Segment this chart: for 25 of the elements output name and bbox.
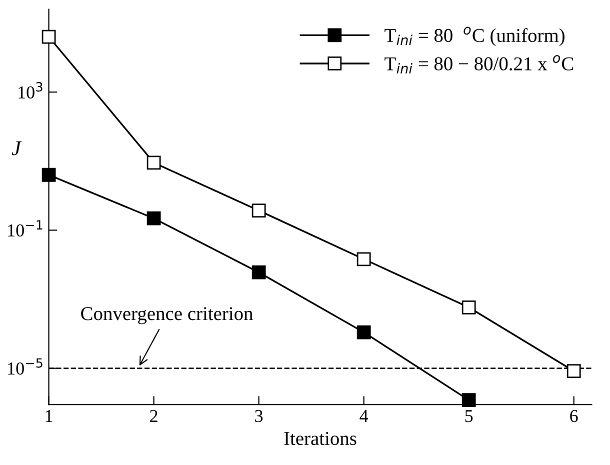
x-tick-label: 5 — [465, 410, 473, 422]
x-tick-label: 3 — [255, 410, 263, 422]
x-tick-label: 4 — [360, 410, 368, 422]
y-tick-label: 10$^{−5}$ — [8, 358, 42, 375]
point — [252, 265, 266, 280]
point — [356, 252, 371, 266]
x-tick-label: 1 — [46, 410, 52, 422]
legend-label: T$_{ini}$ = 80 − 80/0.21 x $^{o}$C — [384, 55, 574, 74]
point — [252, 204, 266, 218]
point — [566, 364, 581, 378]
point — [462, 393, 476, 408]
y-tick-label: 10$^{3}$ — [18, 82, 42, 99]
annotation: Convergence criterion — [81, 307, 253, 324]
point — [42, 30, 56, 44]
legend-label: T$_{ini}$ = 80 $^{o}$C (uniform) — [384, 26, 564, 46]
point — [356, 325, 371, 340]
y-tick-label: 10$^{−1}$ — [8, 220, 42, 237]
point — [462, 300, 476, 314]
point — [146, 156, 161, 170]
x-axis-title: Iterations — [284, 432, 356, 446]
x-tick-label: 6 — [570, 410, 578, 422]
y-axis-title: J — [12, 141, 22, 156]
point — [42, 168, 56, 182]
point — [146, 211, 161, 226]
x-tick-label: 2 — [150, 410, 158, 422]
